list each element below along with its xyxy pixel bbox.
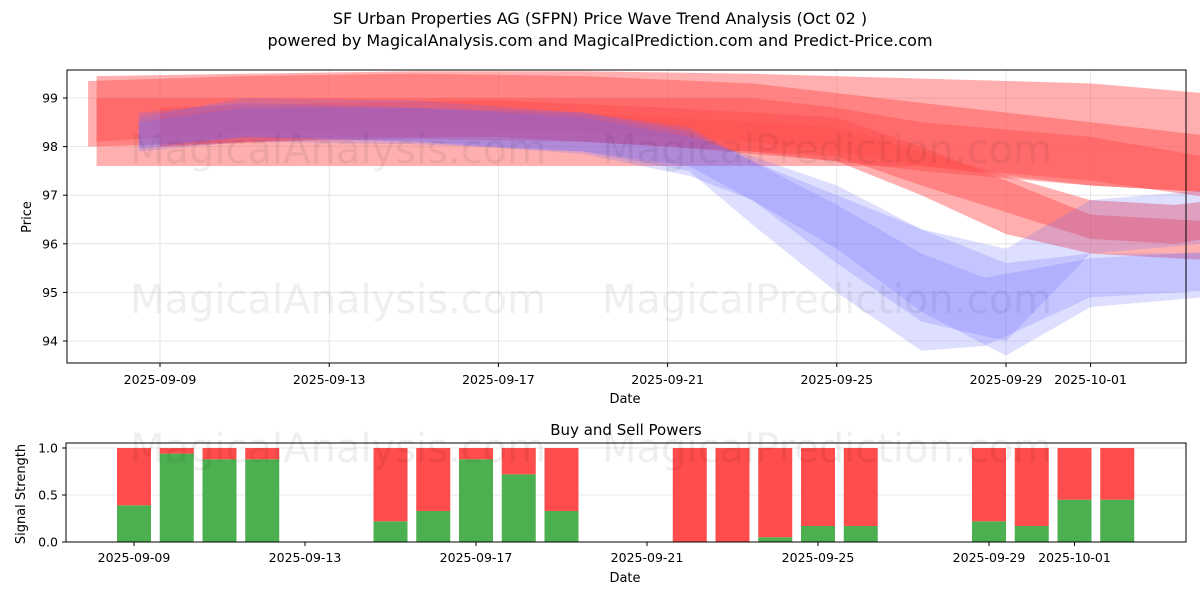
x-tick-label: 2025-09-21 bbox=[631, 372, 704, 387]
buy-bar bbox=[1100, 499, 1135, 542]
red-wave-4-band bbox=[160, 100, 1200, 260]
sell-bar bbox=[715, 448, 750, 542]
buy-bar bbox=[843, 526, 878, 542]
sell-bar bbox=[501, 448, 536, 475]
signal-axis-ticks: 0.0 0.5 1.0 2025-09-09 2025-09-13 2025-09-17 2… bbox=[38, 441, 1111, 566]
buy-bar bbox=[202, 459, 237, 542]
price-y-axis-label: Price bbox=[20, 201, 35, 233]
watermark-prediction: MagicalPrediction.com bbox=[602, 426, 1052, 472]
sell-bar bbox=[843, 448, 878, 527]
signal-y-axis-label: Signal Strength bbox=[14, 444, 29, 544]
watermark-analysis: MagicalAnalysis.com bbox=[130, 127, 546, 173]
buy-bar bbox=[459, 459, 493, 542]
sell-bar bbox=[972, 448, 1006, 522]
y-tick-label: 0.5 bbox=[38, 488, 58, 503]
buy-bar bbox=[501, 474, 536, 542]
sell-bar bbox=[801, 448, 835, 527]
buy-bar bbox=[1057, 499, 1092, 542]
x-tick-label: 2025-10-01 bbox=[1054, 372, 1127, 387]
buy-bar bbox=[758, 537, 793, 542]
blue-wave-1-band bbox=[138, 98, 1200, 351]
y-tick-label: 97 bbox=[42, 188, 58, 203]
y-tick-label: 1.0 bbox=[38, 441, 58, 456]
buy-bar bbox=[245, 459, 280, 542]
sell-bar bbox=[416, 448, 451, 511]
signal-x-axis-label: Date bbox=[609, 571, 640, 586]
y-tick-label: 98 bbox=[42, 139, 58, 154]
watermark-analysis: MagicalAnalysis.com bbox=[130, 426, 546, 472]
chart-subtitle: powered by MagicalAnalysis.com and Magic… bbox=[267, 31, 933, 50]
price-grid bbox=[67, 70, 1186, 363]
red-wave-1-band bbox=[96, 71, 1200, 197]
sell-bar bbox=[245, 448, 280, 460]
price-x-axis-label: Date bbox=[609, 392, 640, 407]
y-tick-label: 96 bbox=[42, 236, 58, 251]
buy-bar bbox=[972, 521, 1006, 542]
sell-bar bbox=[1014, 448, 1049, 527]
chart-title: SF Urban Properties AG (SFPN) Price Wave… bbox=[332, 9, 868, 28]
red-wave-2-band bbox=[88, 73, 1200, 192]
x-tick-label: 2025-09-09 bbox=[124, 372, 197, 387]
x-tick-label: 2025-09-17 bbox=[462, 372, 535, 387]
sell-bar bbox=[1100, 448, 1135, 500]
x-tick-label: 2025-09-29 bbox=[970, 372, 1043, 387]
signal-chart-title: Buy and Sell Powers bbox=[550, 421, 702, 439]
signal-plot-frame bbox=[65, 442, 1187, 543]
buy-bar bbox=[159, 453, 194, 542]
x-tick-label: 2025-10-01 bbox=[1038, 550, 1111, 565]
buy-bar bbox=[801, 526, 835, 542]
buy-bar bbox=[416, 510, 451, 542]
buy-bar bbox=[373, 521, 408, 542]
buy-bar bbox=[117, 505, 151, 542]
x-tick-label: 2025-09-17 bbox=[440, 550, 513, 565]
y-tick-label: 95 bbox=[42, 285, 58, 300]
sell-bar bbox=[758, 448, 793, 538]
watermark-prediction: MagicalPrediction.com bbox=[602, 277, 1052, 323]
sell-bar bbox=[373, 448, 408, 522]
y-tick-label: 99 bbox=[42, 91, 58, 106]
watermark-analysis: MagicalAnalysis.com bbox=[130, 277, 546, 323]
buy-bar bbox=[1014, 526, 1049, 542]
sell-bar bbox=[672, 448, 707, 542]
x-tick-label: 2025-09-13 bbox=[293, 372, 366, 387]
signal-bars bbox=[117, 448, 1135, 542]
sell-bar bbox=[117, 448, 151, 506]
watermark-prediction: MagicalPrediction.com bbox=[602, 127, 1052, 173]
price-axis-ticks: 94 95 96 97 98 99 2025-09-09 2025-09-13 2025-09-… bbox=[42, 91, 1127, 388]
sell-bar bbox=[202, 448, 237, 460]
watermarks: MagicalAnalysis.com MagicalPrediction.co… bbox=[130, 127, 1052, 472]
price-wave-bands bbox=[88, 71, 1200, 356]
red-wave-3-band bbox=[96, 98, 1200, 192]
sell-bar bbox=[459, 448, 493, 460]
x-tick-label: 2025-09-13 bbox=[269, 550, 342, 565]
red-wave-5-band bbox=[160, 107, 1200, 244]
sell-bar bbox=[159, 448, 194, 454]
y-tick-label: 0.0 bbox=[38, 535, 58, 550]
x-tick-label: 2025-09-29 bbox=[953, 550, 1026, 565]
price-plot-frame bbox=[66, 69, 1187, 364]
sell-bar bbox=[1057, 448, 1092, 500]
x-tick-label: 2025-09-25 bbox=[782, 550, 855, 565]
blue-wave-3-band bbox=[138, 107, 1200, 341]
y-tick-label: 94 bbox=[42, 334, 58, 349]
x-tick-label: 2025-09-09 bbox=[98, 550, 171, 565]
buy-bar bbox=[544, 510, 579, 542]
x-tick-label: 2025-09-21 bbox=[611, 550, 684, 565]
blue-wave-2-band bbox=[138, 102, 1200, 356]
x-tick-label: 2025-09-25 bbox=[800, 372, 873, 387]
sell-bar bbox=[544, 448, 579, 511]
